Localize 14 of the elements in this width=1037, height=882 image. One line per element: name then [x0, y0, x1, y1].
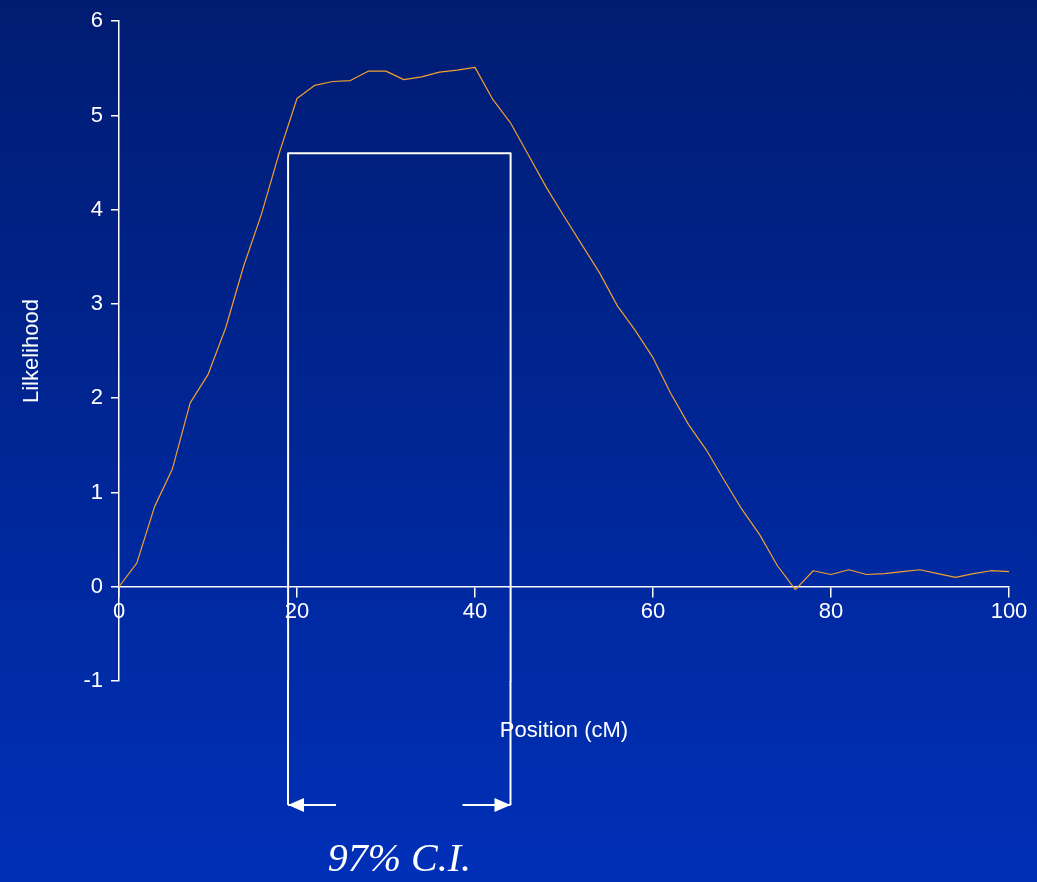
x-tick-label: 80	[818, 598, 844, 624]
y-tick-label: 6	[90, 7, 103, 33]
x-tick-label: 100	[990, 598, 1028, 624]
y-tick-label: -1	[83, 667, 103, 693]
y-tick-label: 2	[90, 384, 103, 410]
x-tick-label: 60	[640, 598, 666, 624]
y-axis-title: Lilkelihood	[18, 299, 44, 404]
y-tick-label: 4	[90, 195, 103, 221]
y-tick-label: 1	[90, 478, 103, 504]
x-tick-label: 40	[462, 598, 488, 624]
y-tick-label: 0	[90, 572, 103, 598]
y-tick-label: 3	[90, 290, 103, 316]
text: 97% C.I.	[327, 834, 472, 880]
y-tick-label: 5	[90, 101, 103, 127]
